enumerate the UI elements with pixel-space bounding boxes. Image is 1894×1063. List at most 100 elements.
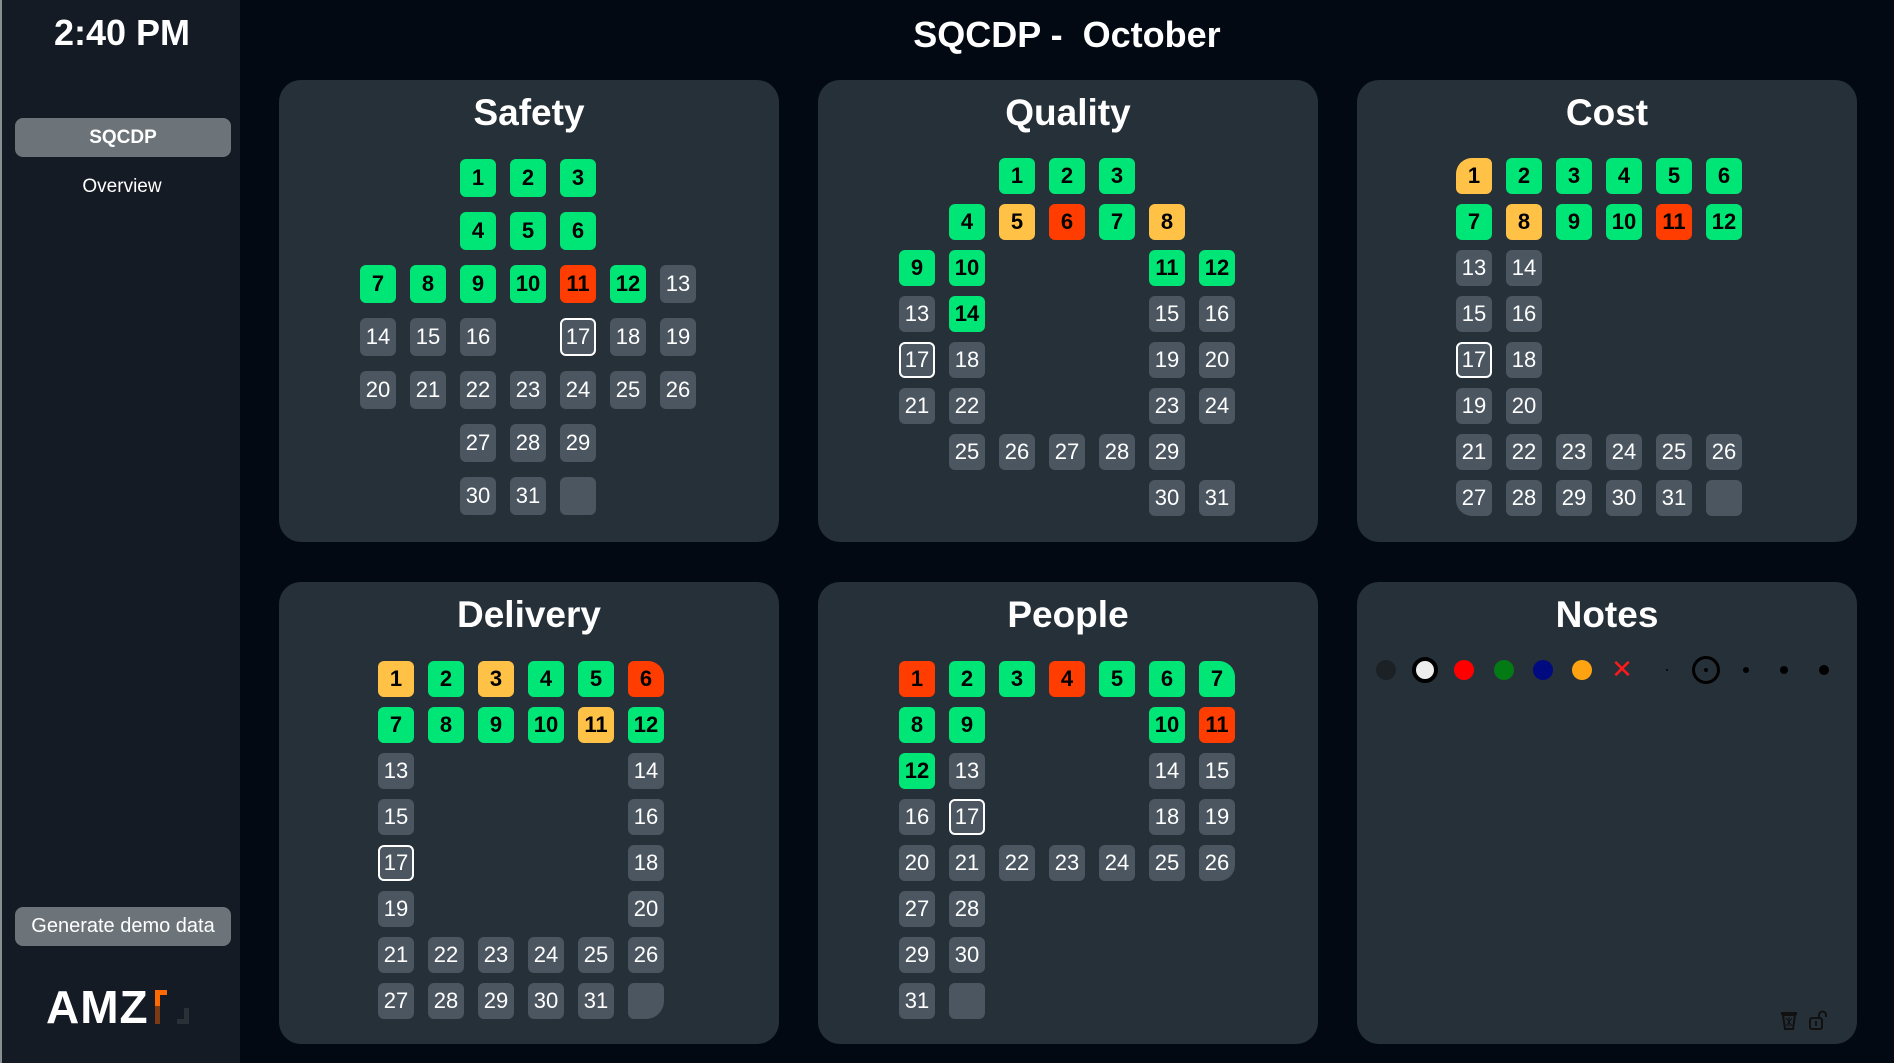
cost-day-31[interactable]: 31	[1656, 480, 1692, 516]
people-day-23[interactable]: 23	[1049, 845, 1085, 881]
people-day-13[interactable]: 13	[949, 753, 985, 789]
safety-day-6[interactable]: 6	[560, 212, 596, 250]
cost-day-12[interactable]: 12	[1706, 204, 1742, 240]
delivery-day-7[interactable]: 7	[378, 707, 414, 743]
pen-size-3[interactable]	[1743, 667, 1749, 673]
cost-day-13[interactable]: 13	[1456, 250, 1492, 286]
safety-day-1[interactable]: 1	[460, 159, 496, 197]
color-swatch-020a80[interactable]	[1533, 660, 1553, 680]
delivery-day-5[interactable]: 5	[578, 661, 614, 697]
delivery-day-23[interactable]: 23	[478, 937, 514, 973]
people-day-3[interactable]: 3	[999, 661, 1035, 697]
cost-day-8[interactable]: 8	[1506, 204, 1542, 240]
delivery-day-2[interactable]: 2	[428, 661, 464, 697]
quality-day-5[interactable]: 5	[999, 204, 1035, 240]
people-day-29[interactable]: 29	[899, 937, 935, 973]
quality-day-17[interactable]: 17	[899, 342, 935, 378]
safety-day-26[interactable]: 26	[660, 371, 696, 409]
safety-day-7[interactable]: 7	[360, 265, 396, 303]
safety-day-15[interactable]: 15	[410, 318, 446, 356]
people-day-28[interactable]: 28	[949, 891, 985, 927]
delivery-day-15[interactable]: 15	[378, 799, 414, 835]
delivery-day-11[interactable]: 11	[578, 707, 614, 743]
people-day-4[interactable]: 4	[1049, 661, 1085, 697]
color-swatch-1c2126[interactable]	[1376, 660, 1396, 680]
quality-day-19[interactable]: 19	[1149, 342, 1185, 378]
people-day-11[interactable]: 11	[1199, 707, 1235, 743]
quality-day-15[interactable]: 15	[1149, 296, 1185, 332]
delivery-day-16[interactable]: 16	[628, 799, 664, 835]
quality-day-26[interactable]: 26	[999, 434, 1035, 470]
quality-day-30[interactable]: 30	[1149, 480, 1185, 516]
cost-day-29[interactable]: 29	[1556, 480, 1592, 516]
people-day-31[interactable]: 31	[899, 983, 935, 1019]
safety-day-27[interactable]: 27	[460, 424, 496, 462]
people-day-9[interactable]: 9	[949, 707, 985, 743]
safety-day-4[interactable]: 4	[460, 212, 496, 250]
safety-day-29[interactable]: 29	[560, 424, 596, 462]
delivery-day-22[interactable]: 22	[428, 937, 464, 973]
cost-day-18[interactable]: 18	[1506, 342, 1542, 378]
delivery-day-27[interactable]: 27	[378, 983, 414, 1019]
quality-day-21[interactable]: 21	[899, 388, 935, 424]
people-day-22[interactable]: 22	[999, 845, 1035, 881]
quality-day-7[interactable]: 7	[1099, 204, 1135, 240]
cost-day-9[interactable]: 9	[1556, 204, 1592, 240]
safety-day-9[interactable]: 9	[460, 265, 496, 303]
quality-day-6[interactable]: 6	[1049, 204, 1085, 240]
safety-day-11[interactable]: 11	[560, 265, 596, 303]
people-day-17[interactable]: 17	[949, 799, 985, 835]
delivery-day-8[interactable]: 8	[428, 707, 464, 743]
delivery-day-13[interactable]: 13	[378, 753, 414, 789]
pen-size-1[interactable]	[1666, 669, 1668, 671]
trash-icon[interactable]	[1780, 1010, 1798, 1030]
delivery-day-19[interactable]: 19	[378, 891, 414, 927]
delivery-day-6[interactable]: 6	[628, 661, 664, 697]
cost-day-16[interactable]: 16	[1506, 296, 1542, 332]
color-swatch-ff0000[interactable]	[1454, 660, 1474, 680]
people-day-20[interactable]: 20	[899, 845, 935, 881]
quality-day-10[interactable]: 10	[949, 250, 985, 286]
safety-day-13[interactable]: 13	[660, 265, 696, 303]
delivery-day-17[interactable]: 17	[378, 845, 414, 881]
safety-day-10[interactable]: 10	[510, 265, 546, 303]
cost-day-24[interactable]: 24	[1606, 434, 1642, 470]
quality-day-20[interactable]: 20	[1199, 342, 1235, 378]
people-day-2[interactable]: 2	[949, 661, 985, 697]
quality-day-2[interactable]: 2	[1049, 158, 1085, 194]
quality-day-8[interactable]: 8	[1149, 204, 1185, 240]
people-day-10[interactable]: 10	[1149, 707, 1185, 743]
cost-day-6[interactable]: 6	[1706, 158, 1742, 194]
delivery-day-3[interactable]: 3	[478, 661, 514, 697]
x-icon[interactable]: ✕	[1611, 655, 1633, 685]
delivery-day-21[interactable]: 21	[378, 937, 414, 973]
safety-day-3[interactable]: 3	[560, 159, 596, 197]
quality-day-9[interactable]: 9	[899, 250, 935, 286]
people-day-25[interactable]: 25	[1149, 845, 1185, 881]
safety-day-30[interactable]: 30	[460, 477, 496, 515]
safety-day-31[interactable]: 31	[510, 477, 546, 515]
safety-day-18[interactable]: 18	[610, 318, 646, 356]
pen-size-2[interactable]	[1692, 656, 1720, 684]
safety-day-14[interactable]: 14	[360, 318, 396, 356]
quality-day-24[interactable]: 24	[1199, 388, 1235, 424]
quality-day-14[interactable]: 14	[949, 296, 985, 332]
delivery-day-9[interactable]: 9	[478, 707, 514, 743]
safety-day-22[interactable]: 22	[460, 371, 496, 409]
cost-day-15[interactable]: 15	[1456, 296, 1492, 332]
delivery-day-28[interactable]: 28	[428, 983, 464, 1019]
color-swatch-eeeeee[interactable]	[1412, 657, 1438, 683]
delivery-day-25[interactable]: 25	[578, 937, 614, 973]
safety-day-12[interactable]: 12	[610, 265, 646, 303]
quality-day-31[interactable]: 31	[1199, 480, 1235, 516]
safety-day-19[interactable]: 19	[660, 318, 696, 356]
cost-day-11[interactable]: 11	[1656, 204, 1692, 240]
safety-day-23[interactable]: 23	[510, 371, 546, 409]
delivery-day-24[interactable]: 24	[528, 937, 564, 973]
nav-sqcdp-button[interactable]: SQCDP	[15, 118, 231, 157]
cost-day-14[interactable]: 14	[1506, 250, 1542, 286]
quality-day-4[interactable]: 4	[949, 204, 985, 240]
cost-day-22[interactable]: 22	[1506, 434, 1542, 470]
safety-day-20[interactable]: 20	[360, 371, 396, 409]
safety-day-8[interactable]: 8	[410, 265, 446, 303]
